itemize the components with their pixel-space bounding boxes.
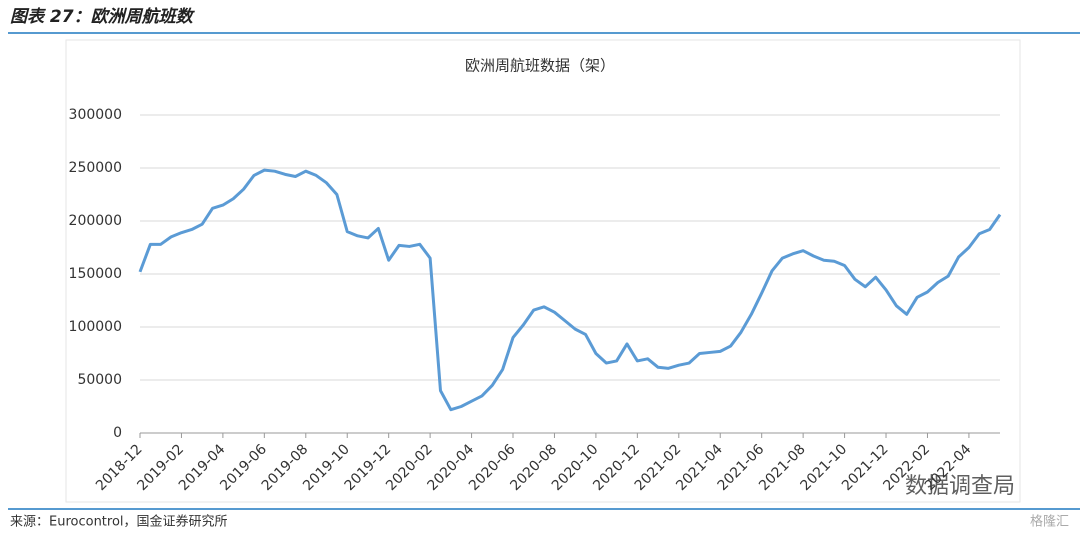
watermark2: 格隆汇 bbox=[1030, 514, 1069, 530]
y-tick-label: 0 bbox=[113, 425, 122, 441]
y-tick-label: 300000 bbox=[69, 107, 122, 123]
chart-title: 欧洲周航班数据（架） bbox=[465, 57, 615, 75]
y-tick-label: 200000 bbox=[69, 213, 122, 229]
y-tick-label: 50000 bbox=[77, 372, 122, 388]
y-tick-label: 250000 bbox=[69, 160, 122, 176]
y-tick-label: 150000 bbox=[69, 266, 122, 282]
series-line bbox=[138, 168, 1002, 412]
watermark: 数据调查局 bbox=[905, 474, 1015, 499]
source: 来源：Eurocontrol，国金证券研究所 bbox=[10, 514, 228, 530]
y-tick-label: 100000 bbox=[69, 319, 122, 335]
chart-frame bbox=[65, 39, 1021, 503]
header: 图表 27：欧洲周航班数 bbox=[10, 7, 196, 27]
